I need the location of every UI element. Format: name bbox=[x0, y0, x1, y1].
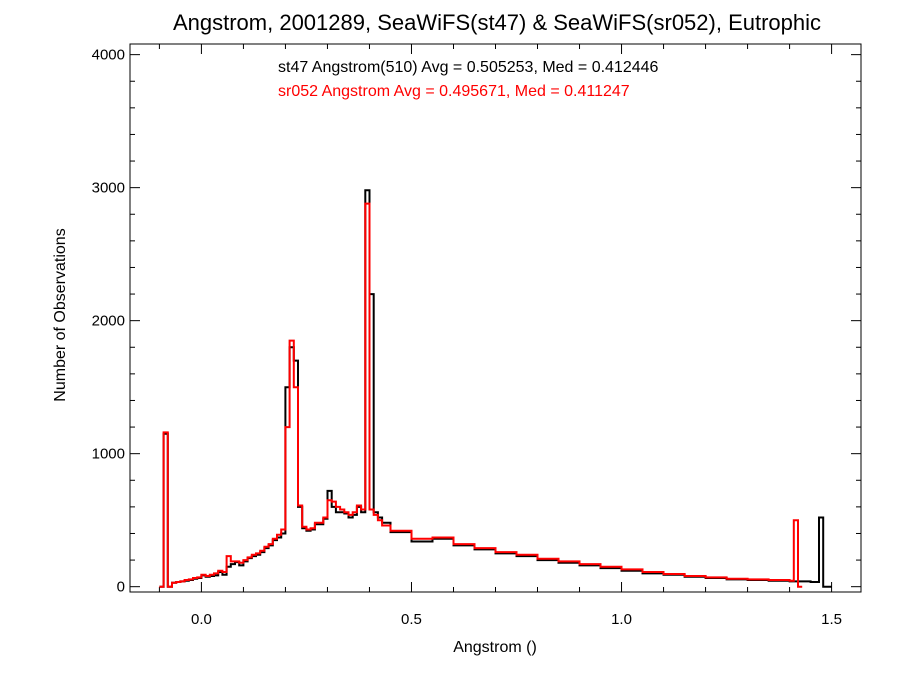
x-tick-label: 0.5 bbox=[401, 611, 422, 628]
stat-annotation-0: st47 Angstrom(510) Avg = 0.505253, Med =… bbox=[278, 59, 659, 76]
y-tick-label: 3000 bbox=[92, 180, 125, 197]
stat-annotation-1: sr052 Angstrom Avg = 0.495671, Med = 0.4… bbox=[278, 83, 630, 100]
y-tick-label: 0 bbox=[117, 579, 125, 596]
series-line-0 bbox=[159, 189, 832, 588]
axis-ticks: 0.0 0.5 1.0 1.5 0 1000 2000 3000 4000 bbox=[92, 44, 861, 628]
plot-frame bbox=[129, 43, 862, 593]
x-axis-label: Angstrom () bbox=[453, 639, 537, 656]
y-axis-label: Number of Observations bbox=[52, 228, 69, 401]
y-tick-label: 4000 bbox=[92, 47, 125, 64]
x-tick-label: 1.5 bbox=[821, 611, 842, 628]
chart-title: Angstrom, 2001289, SeaWiFS(st47) & SeaWi… bbox=[173, 10, 821, 35]
x-tick-label: 0.0 bbox=[191, 611, 212, 628]
x-tick-label: 1.0 bbox=[611, 611, 632, 628]
y-tick-label: 2000 bbox=[92, 313, 125, 330]
y-tick-label: 1000 bbox=[92, 446, 125, 463]
stat-annotations: st47 Angstrom(510) Avg = 0.505253, Med =… bbox=[278, 59, 659, 100]
series-layer bbox=[159, 189, 832, 588]
series-line-1 bbox=[159, 202, 803, 588]
